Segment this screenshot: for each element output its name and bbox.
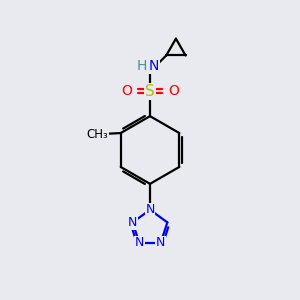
Text: N: N — [156, 236, 165, 249]
Text: N: N — [145, 203, 155, 216]
Text: N: N — [128, 216, 137, 229]
Text: O: O — [168, 84, 179, 98]
Text: N: N — [135, 236, 144, 249]
Text: CH₃: CH₃ — [86, 128, 108, 141]
Text: S: S — [145, 84, 155, 99]
Text: N: N — [148, 59, 159, 74]
Text: H: H — [136, 59, 147, 74]
Text: O: O — [121, 84, 132, 98]
